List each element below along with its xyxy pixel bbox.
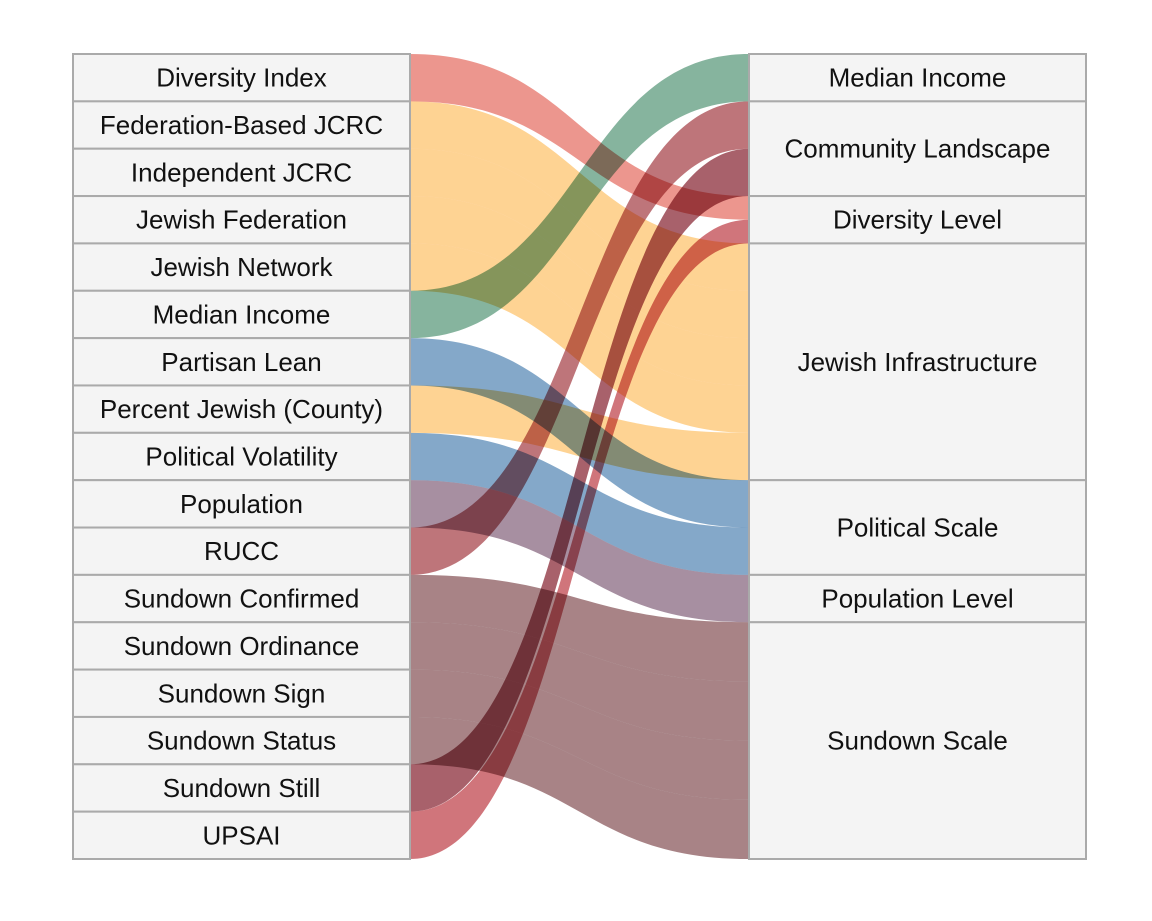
source-node-box: [72, 431, 411, 482]
source-node-box: [72, 289, 411, 340]
target-node-median-income: Median Income: [748, 53, 1087, 103]
target-node-sundown-scale: Sundown Scale: [748, 621, 1087, 860]
target-node-community-landscape: Community Landscape: [748, 100, 1087, 198]
source-node-jewish-network: Jewish Network: [72, 242, 411, 292]
target-node-label: Community Landscape: [785, 134, 1051, 164]
flow-sundown-confirmed-to-sundown-scale: [410, 574, 749, 682]
flow-diversity-index-to-diversity-level: [410, 54, 749, 220]
source-node-jewish-federation: Jewish Federation: [72, 195, 411, 245]
target-node-box: [748, 479, 1087, 576]
source-node-label: Federation-Based JCRC: [100, 110, 383, 140]
source-node-label: Partisan Lean: [161, 347, 321, 377]
target-node-box: [748, 621, 1087, 860]
source-node-sundown-sign: Sundown Sign: [72, 668, 411, 718]
target-node-label: Median Income: [829, 63, 1007, 93]
target-node-population-level: Population Level: [748, 573, 1087, 624]
source-node-box: [72, 621, 411, 671]
source-node-label: Population: [180, 489, 303, 519]
target-node-box: [748, 53, 1087, 103]
source-node-population: Population: [72, 479, 411, 529]
source-node-box: [72, 195, 411, 245]
source-node-percent-jewish-county: Percent Jewish (County): [72, 384, 411, 434]
target-node-jewish-infrastructure: Jewish Infrastructure: [748, 242, 1087, 482]
source-node-box: [72, 147, 411, 198]
source-node-label: RUCC: [204, 536, 279, 566]
source-node-label: Sundown Still: [163, 773, 321, 803]
source-node-sundown-still: Sundown Still: [72, 763, 411, 813]
source-node-box: [72, 53, 411, 103]
flow-layer: [410, 54, 749, 859]
source-node-diversity-index: Diversity Index: [72, 53, 411, 103]
source-node-label: Sundown Ordinance: [124, 631, 360, 661]
source-node-median-income: Median Income: [72, 289, 411, 340]
target-node-label: Sundown Scale: [827, 726, 1008, 756]
source-node-label: Median Income: [153, 299, 331, 329]
target-node-column: Median Income Community Landscape Diversit…: [748, 53, 1087, 860]
source-node-political-volatility: Political Volatility: [72, 431, 411, 482]
source-node-label: Jewish Network: [150, 252, 333, 282]
source-node-sundown-status: Sundown Status: [72, 715, 411, 766]
source-node-label: Jewish Federation: [136, 205, 347, 235]
source-node-label: Sundown Confirmed: [124, 584, 360, 614]
source-node-label: Diversity Index: [156, 63, 327, 93]
source-node-box: [72, 479, 411, 529]
source-node-label: UPSAI: [202, 820, 280, 850]
source-node-box: [72, 668, 411, 718]
source-node-label: Independent JCRC: [131, 157, 352, 187]
source-node-box: [72, 573, 411, 624]
flow-sundown-still-to-community-landscape: [410, 148, 749, 812]
target-node-label: Population Level: [821, 584, 1013, 614]
source-node-label: Political Volatility: [145, 442, 337, 472]
source-node-box: [72, 526, 411, 576]
source-node-label: Sundown Status: [147, 726, 336, 756]
source-node-label: Sundown Sign: [158, 678, 326, 708]
source-node-partisan-lean: Partisan Lean: [72, 337, 411, 387]
target-node-diversity-level: Diversity Level: [748, 195, 1087, 245]
source-node-upsai: UPSAI: [72, 810, 411, 860]
source-node-sundown-ordinance: Sundown Ordinance: [72, 621, 411, 671]
source-node-box: [72, 715, 411, 766]
target-node-box: [748, 100, 1087, 198]
flow-percent-jewish-county-to-jewish-infrastructure: [410, 385, 749, 481]
source-node-box: [72, 763, 411, 813]
flow-median-income-to-median-income: [410, 54, 749, 339]
target-node-label: Diversity Level: [833, 205, 1002, 235]
flow-upsai-to-diversity-level: [410, 219, 749, 859]
source-node-federation-based-jcrc: Federation-Based JCRC: [72, 100, 411, 150]
source-node-rucc: RUCC: [72, 526, 411, 576]
source-node-box: [72, 384, 411, 434]
target-node-label: Jewish Infrastructure: [798, 347, 1038, 377]
source-node-label: Percent Jewish (County): [100, 394, 383, 424]
flow-rucc-to-community-landscape: [410, 101, 749, 575]
target-node-box: [748, 242, 1087, 482]
target-node-label: Political Scale: [837, 513, 999, 543]
source-node-sundown-confirmed: Sundown Confirmed: [72, 573, 411, 624]
target-node-box: [748, 573, 1087, 624]
flow-sundown-ordinance-to-sundown-scale: [410, 622, 749, 741]
source-node-box: [72, 810, 411, 860]
source-node-independent-jcrc: Independent JCRC: [72, 147, 411, 198]
source-node-column: Diversity Index Federation-Based JCRC Inde…: [72, 53, 411, 860]
flow-jewish-federation-to-jewish-infrastructure: [410, 196, 749, 386]
target-node-political-scale: Political Scale: [748, 479, 1087, 576]
target-node-box: [748, 195, 1087, 245]
source-node-box: [72, 242, 411, 292]
